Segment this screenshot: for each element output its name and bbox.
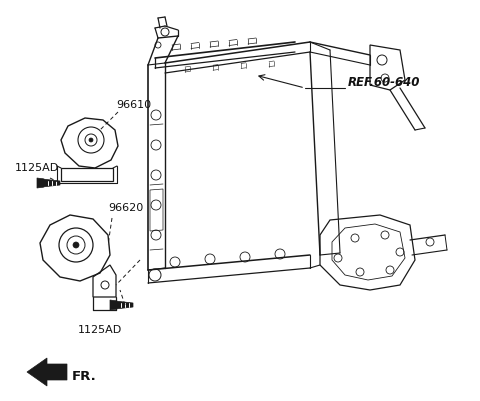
Text: 96610: 96610: [116, 100, 151, 110]
Text: 96620: 96620: [108, 203, 143, 213]
Text: REF.60-640: REF.60-640: [348, 75, 420, 89]
Polygon shape: [42, 179, 60, 187]
Circle shape: [73, 242, 79, 248]
Polygon shape: [27, 358, 67, 386]
Text: 1125AD: 1125AD: [78, 325, 122, 335]
Text: FR.: FR.: [72, 369, 97, 383]
Polygon shape: [110, 300, 117, 310]
Text: 1125AD: 1125AD: [15, 163, 59, 173]
Circle shape: [89, 138, 93, 142]
Polygon shape: [115, 301, 133, 309]
Polygon shape: [37, 178, 44, 188]
